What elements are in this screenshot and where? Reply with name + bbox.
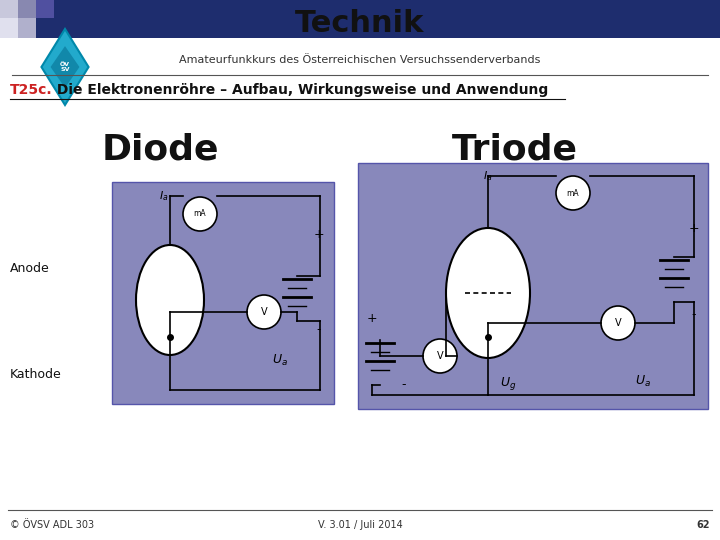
Text: Technik: Technik (295, 10, 425, 38)
Circle shape (601, 306, 635, 340)
Text: Amateurfunkkurs des Österreichischen Versuchssenderverbands: Amateurfunkkurs des Österreichischen Ver… (179, 55, 541, 65)
Text: Diode: Diode (102, 133, 219, 167)
Circle shape (423, 339, 457, 373)
Bar (0, 0, 720, 38)
Text: +: + (366, 312, 377, 325)
Text: -: - (317, 323, 321, 336)
Text: -: - (692, 308, 696, 321)
Circle shape (556, 176, 590, 210)
Bar (0, 18, 18, 38)
Text: V. 3.01 / Juli 2014: V. 3.01 / Juli 2014 (318, 520, 402, 530)
Text: Anode: Anode (10, 261, 50, 274)
Text: V: V (437, 351, 444, 361)
Text: mA: mA (194, 210, 207, 219)
Bar (0, 0, 18, 18)
Circle shape (183, 197, 217, 231)
Text: Kathode: Kathode (10, 368, 62, 381)
Text: $U_g$: $U_g$ (500, 375, 516, 392)
Text: Triode: Triode (452, 133, 578, 167)
Bar (358, 163, 708, 409)
Text: 62: 62 (696, 520, 710, 530)
Text: $U_a$: $U_a$ (272, 353, 288, 368)
Text: +: + (314, 227, 324, 240)
Polygon shape (50, 46, 79, 88)
Text: $U_a$: $U_a$ (635, 374, 651, 389)
Bar (54, 0, 72, 18)
Text: ÖV
SV: ÖV SV (60, 62, 70, 72)
Ellipse shape (136, 245, 204, 355)
Text: T25c.: T25c. (10, 83, 53, 97)
Text: mA: mA (567, 188, 580, 198)
Bar (36, 0, 54, 18)
Text: © ÖVSV ADL 303: © ÖVSV ADL 303 (10, 520, 94, 530)
Text: $I_a$: $I_a$ (483, 169, 492, 183)
Text: V: V (261, 307, 267, 317)
Bar (112, 182, 334, 404)
Bar (18, 0, 36, 18)
Text: +: + (689, 221, 699, 234)
Text: Die Elektronenröhre – Aufbau, Wirkungsweise und Anwendung: Die Elektronenröhre – Aufbau, Wirkungswe… (52, 83, 548, 97)
Circle shape (247, 295, 281, 329)
Bar (18, 18, 36, 38)
Ellipse shape (446, 228, 530, 358)
Text: $I_a$: $I_a$ (159, 189, 168, 203)
Text: V: V (615, 318, 621, 328)
Text: -: - (402, 379, 406, 392)
Polygon shape (42, 29, 89, 105)
